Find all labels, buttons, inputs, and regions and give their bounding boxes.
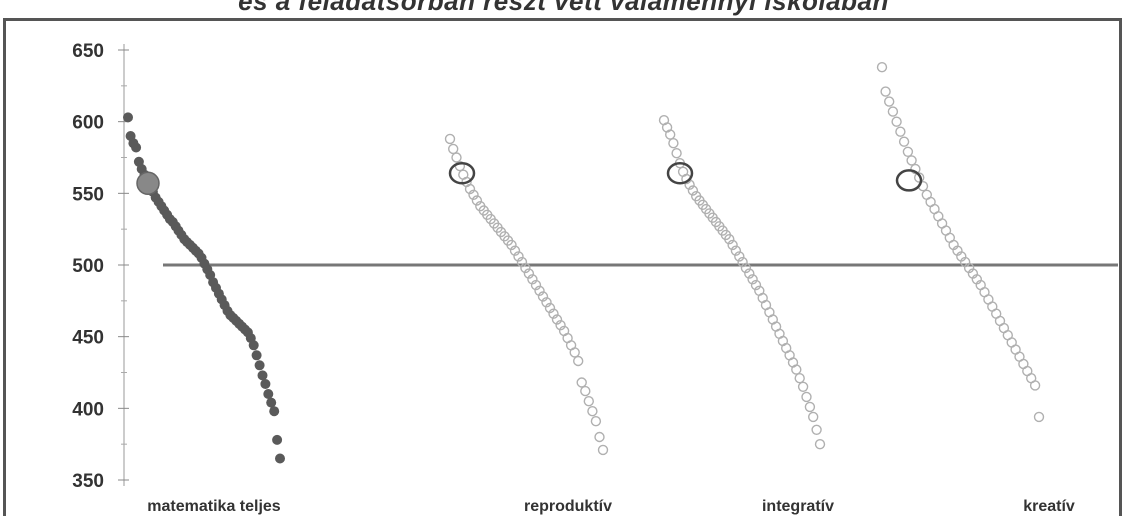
y-tick-label: 550 <box>72 184 104 205</box>
data-point <box>551 314 563 325</box>
data-point <box>914 172 925 183</box>
category-label: integratív <box>762 498 834 515</box>
data-point <box>884 96 895 107</box>
data-point <box>548 308 559 319</box>
data-point <box>263 389 274 399</box>
chart-title-fragment: és a feladatsorban részt vett valamennyi… <box>238 0 889 16</box>
data-point <box>665 129 676 140</box>
data-point <box>898 136 910 147</box>
data-point <box>671 147 682 159</box>
highlight-marker <box>666 162 694 185</box>
data-point <box>576 377 587 388</box>
data-point <box>880 86 891 97</box>
chart-frame <box>3 18 1122 516</box>
data-point <box>448 143 459 155</box>
data-point <box>906 155 917 166</box>
data-point <box>587 406 598 417</box>
data-point <box>734 251 745 262</box>
data-point <box>537 291 549 302</box>
category-label: reproduktív <box>524 498 612 515</box>
data-point <box>737 256 748 268</box>
data-point <box>730 245 742 256</box>
y-tick-label: 450 <box>72 328 104 349</box>
data-point <box>544 302 556 314</box>
data-point <box>509 245 521 256</box>
data-point <box>811 424 822 435</box>
data-point <box>541 297 552 308</box>
data-point <box>534 285 545 296</box>
data-point <box>131 142 142 153</box>
data-point <box>597 444 609 456</box>
data-point <box>123 112 133 123</box>
data-point <box>891 116 902 127</box>
data-point <box>794 373 805 384</box>
data-point <box>555 320 566 331</box>
data-point <box>269 406 280 417</box>
data-point <box>266 397 277 408</box>
data-point <box>523 268 535 279</box>
data-point <box>727 239 738 251</box>
data-point <box>257 370 268 381</box>
category-label: kreatív <box>1023 498 1075 515</box>
data-point <box>272 434 283 445</box>
data-point <box>516 256 528 268</box>
data-point <box>744 268 755 279</box>
data-point <box>260 379 271 389</box>
data-point <box>506 239 517 251</box>
data-point <box>451 152 462 163</box>
data-point <box>668 137 679 149</box>
data-point <box>527 274 538 285</box>
highlight-marker <box>448 162 476 185</box>
data-point <box>791 364 802 375</box>
data-point <box>814 439 826 450</box>
data-point <box>464 183 476 195</box>
data-point <box>580 385 591 397</box>
data-point <box>583 396 594 407</box>
data-point <box>444 133 456 145</box>
data-point <box>687 185 699 196</box>
data-point <box>573 355 584 367</box>
data-point <box>797 381 809 392</box>
y-tick-label: 650 <box>72 41 104 62</box>
data-point <box>1033 411 1045 423</box>
data-point <box>724 233 735 245</box>
data-point <box>895 126 906 137</box>
data-point <box>254 360 265 371</box>
data-point <box>569 347 580 358</box>
data-point <box>1029 380 1041 391</box>
data-point <box>594 431 605 443</box>
highlight-marker <box>136 171 160 196</box>
data-point <box>740 262 752 274</box>
data-point <box>513 251 524 262</box>
data-point <box>248 340 259 351</box>
y-tick-label: 500 <box>72 256 104 277</box>
data-point <box>471 195 483 206</box>
category-label: matematika teljes <box>147 498 281 515</box>
data-point <box>468 189 479 201</box>
data-point <box>804 401 816 413</box>
data-point <box>530 279 542 291</box>
data-point <box>876 61 888 73</box>
data-point <box>747 274 758 285</box>
data-point <box>902 146 914 158</box>
data-point <box>801 391 812 403</box>
data-point <box>520 262 531 274</box>
data-point <box>887 106 899 117</box>
data-point <box>750 279 762 291</box>
y-tick-label: 350 <box>72 471 104 492</box>
y-tick-label: 600 <box>72 113 104 134</box>
data-point <box>590 416 602 427</box>
data-point <box>275 453 285 464</box>
data-point <box>251 350 262 361</box>
data-point <box>910 163 921 175</box>
data-point <box>808 411 819 423</box>
y-tick-label: 400 <box>72 399 104 420</box>
highlight-marker <box>895 169 923 192</box>
